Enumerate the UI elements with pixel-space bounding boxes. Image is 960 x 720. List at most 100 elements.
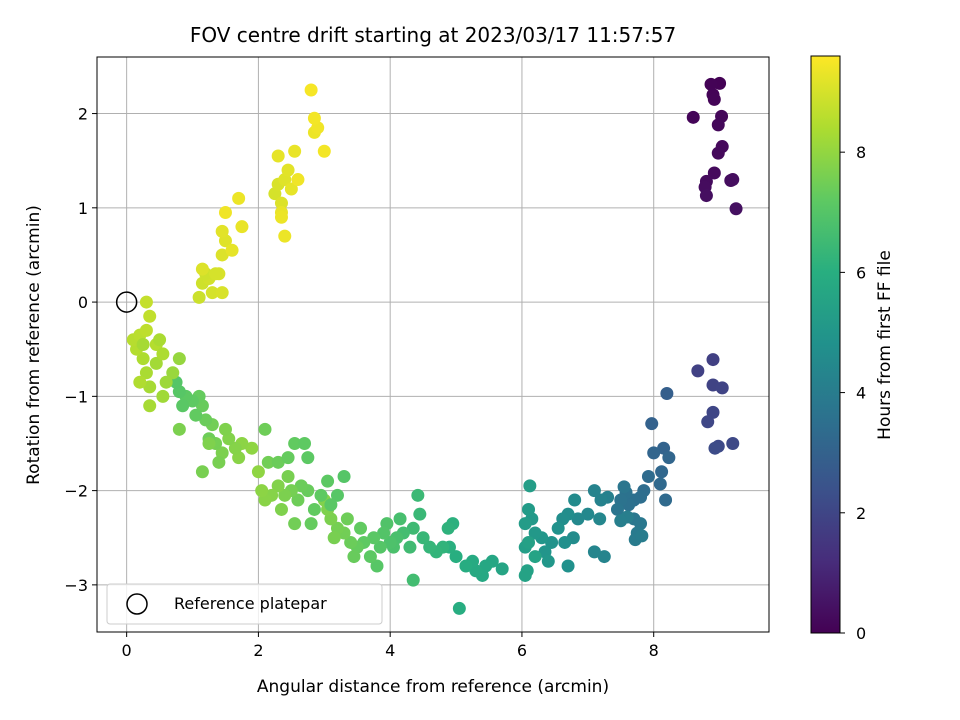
data-point xyxy=(551,521,565,535)
data-point xyxy=(617,480,631,494)
colorbar-tick-label: 4 xyxy=(856,384,866,403)
data-point xyxy=(258,422,272,436)
data-point xyxy=(143,399,157,413)
data-point xyxy=(298,436,312,450)
data-point xyxy=(708,441,722,455)
y-axis-ticks: −3 −2 −1 0 1 2 xyxy=(64,105,97,595)
data-point xyxy=(281,469,295,483)
data-point xyxy=(235,220,249,234)
data-point xyxy=(307,111,321,125)
x-tick-label: 0 xyxy=(122,641,132,660)
x-tick-label: 6 xyxy=(517,641,527,660)
data-point xyxy=(176,399,190,413)
data-point xyxy=(610,502,624,516)
data-point xyxy=(156,347,170,361)
data-point xyxy=(662,451,676,465)
chart-title: FOV centre drift starting at 2023/03/17 … xyxy=(190,23,676,47)
data-point xyxy=(363,550,377,564)
data-point xyxy=(597,550,611,564)
data-point xyxy=(156,389,170,403)
data-point xyxy=(406,573,420,587)
data-point xyxy=(301,451,315,465)
data-point xyxy=(291,173,305,187)
data-point xyxy=(523,479,537,493)
data-point xyxy=(218,206,232,220)
data-point xyxy=(653,477,667,491)
data-point xyxy=(192,290,206,304)
data-point xyxy=(594,493,608,507)
data-point xyxy=(347,550,361,564)
data-point xyxy=(327,531,341,545)
data-point xyxy=(403,540,417,554)
data-point xyxy=(274,502,288,516)
data-point xyxy=(278,229,292,243)
colorbar-tick-label: 0 xyxy=(856,624,866,643)
colorbar-tick-label: 6 xyxy=(856,263,866,282)
data-point xyxy=(209,267,223,281)
data-point xyxy=(304,83,318,97)
data-point xyxy=(281,163,295,177)
data-point xyxy=(495,562,509,576)
colorbar: 0 2 4 6 8 Hours from first FF file xyxy=(810,55,895,643)
data-point xyxy=(645,417,659,431)
y-tick-label: 1 xyxy=(78,199,88,218)
data-point xyxy=(195,465,209,479)
data-point xyxy=(139,366,153,380)
data-point xyxy=(172,422,186,436)
data-point xyxy=(340,512,354,526)
data-point xyxy=(715,381,729,395)
data-point xyxy=(726,173,740,187)
data-point xyxy=(288,517,302,531)
data-point xyxy=(330,488,344,502)
data-point xyxy=(707,92,721,106)
legend-label: Reference platepar xyxy=(174,594,327,613)
x-axis-ticks: 0 2 4 6 8 xyxy=(122,632,659,660)
data-point xyxy=(647,446,661,460)
colorbar-ticks: 0 2 4 6 8 xyxy=(840,143,866,643)
data-point xyxy=(635,529,649,543)
data-point xyxy=(271,149,285,163)
data-point xyxy=(215,248,229,262)
data-point xyxy=(255,484,269,498)
colorbar-gradient xyxy=(810,55,841,634)
x-tick-label: 8 xyxy=(649,641,659,660)
data-point xyxy=(711,118,725,132)
data-point xyxy=(522,502,536,516)
data-point xyxy=(344,535,358,549)
x-axis-title: Angular distance from reference (arcmin) xyxy=(257,677,609,697)
data-points xyxy=(115,76,743,615)
data-point xyxy=(321,474,335,488)
legend-marker xyxy=(126,593,148,615)
data-point xyxy=(706,353,720,367)
data-point xyxy=(212,455,226,469)
data-point xyxy=(411,488,425,502)
data-point xyxy=(199,413,213,427)
x-tick-label: 4 xyxy=(385,641,395,660)
data-point xyxy=(581,507,595,521)
data-point xyxy=(189,408,203,422)
data-point xyxy=(373,540,387,554)
data-point xyxy=(558,535,572,549)
data-point xyxy=(291,493,305,507)
data-point xyxy=(354,521,368,535)
data-point xyxy=(317,144,331,158)
data-point xyxy=(228,441,242,455)
colorbar-tick-label: 8 xyxy=(856,143,866,162)
data-point xyxy=(314,488,328,502)
data-point xyxy=(136,338,150,351)
data-point xyxy=(324,498,338,512)
data-point xyxy=(413,507,427,521)
data-point xyxy=(370,559,384,573)
data-point xyxy=(274,210,288,224)
data-point xyxy=(383,535,397,549)
data-point xyxy=(691,364,705,378)
data-point xyxy=(139,323,153,337)
data-point xyxy=(251,465,265,479)
data-point xyxy=(139,295,153,309)
data-point xyxy=(707,166,721,180)
data-point xyxy=(528,550,542,564)
data-point xyxy=(304,517,318,531)
data-point xyxy=(271,479,285,493)
data-point xyxy=(159,375,173,389)
data-point xyxy=(205,286,219,300)
